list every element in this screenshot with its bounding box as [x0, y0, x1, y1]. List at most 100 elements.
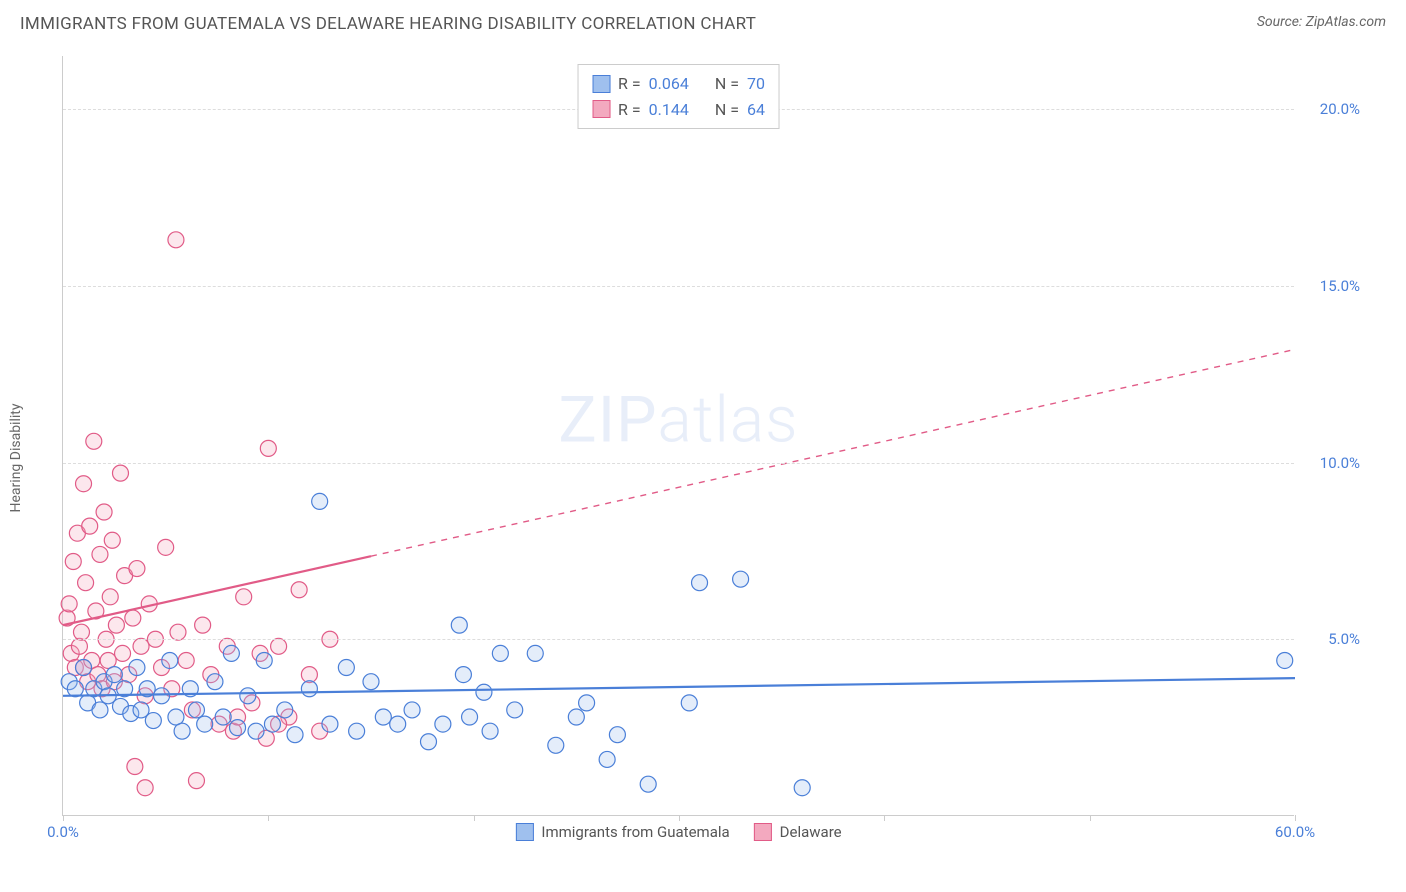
data-point-guatemala [76, 660, 92, 676]
data-point-guatemala [230, 720, 246, 736]
legend-label-delaware: Delaware [780, 823, 842, 841]
data-point-guatemala [568, 709, 584, 725]
data-point-guatemala [462, 709, 478, 725]
data-point-guatemala [197, 716, 213, 732]
x-tick-label: 60.0% [1275, 823, 1315, 841]
x-tick [1090, 815, 1091, 821]
data-point-delaware [104, 532, 120, 548]
swatch-guatemala-bottom [515, 823, 533, 841]
plot-area: ZIPatlas R = 0.064 N = 70 R = 0.144 N = … [62, 56, 1294, 816]
data-point-delaware [137, 780, 153, 796]
data-point-guatemala [1277, 652, 1293, 668]
y-tick-label: 10.0% [1320, 454, 1360, 472]
data-point-guatemala [404, 702, 420, 718]
data-point-guatemala [435, 716, 451, 732]
legend-row-delaware: R = 0.144 N = 64 [592, 97, 765, 123]
gridline [63, 639, 1294, 640]
source-label: Source: ZipAtlas.com [1257, 14, 1386, 30]
data-point-delaware [86, 433, 102, 449]
data-point-guatemala [733, 571, 749, 587]
data-point-guatemala [188, 702, 204, 718]
x-tick [679, 815, 680, 821]
data-point-delaware [65, 553, 81, 569]
y-axis-label: Hearing Disability [8, 404, 24, 513]
data-point-guatemala [338, 660, 354, 676]
legend-correlation-box: R = 0.064 N = 70 R = 0.144 N = 64 [577, 64, 780, 129]
data-point-delaware [92, 546, 108, 562]
x-tick-label: 0.0% [47, 823, 79, 841]
x-tick [474, 815, 475, 821]
data-point-guatemala [681, 695, 697, 711]
data-point-delaware [236, 589, 252, 605]
data-point-guatemala [507, 702, 523, 718]
data-point-delaware [71, 638, 87, 654]
data-point-guatemala [154, 688, 170, 704]
data-point-guatemala [579, 695, 595, 711]
data-point-guatemala [476, 684, 492, 700]
data-point-delaware [188, 773, 204, 789]
data-point-delaware [291, 582, 307, 598]
data-point-guatemala [129, 660, 145, 676]
swatch-delaware [592, 100, 610, 118]
data-point-delaware [178, 652, 194, 668]
data-point-guatemala [312, 493, 328, 509]
data-point-guatemala [207, 674, 223, 690]
data-point-delaware [129, 561, 145, 577]
swatch-delaware-bottom [754, 823, 772, 841]
data-point-guatemala [92, 702, 108, 718]
gridline [63, 463, 1294, 464]
data-point-guatemala [482, 723, 498, 739]
x-tick [63, 815, 64, 821]
data-point-delaware [78, 575, 94, 591]
n-label: N = [715, 97, 739, 123]
legend-bottom: Immigrants from Guatemala Delaware [515, 823, 841, 841]
legend-row-guatemala: R = 0.064 N = 70 [592, 71, 765, 97]
data-point-guatemala [301, 681, 317, 697]
r-value-delaware: 0.144 [649, 97, 689, 123]
x-tick [884, 815, 885, 821]
data-point-delaware [108, 617, 124, 633]
data-point-guatemala [349, 723, 365, 739]
data-point-delaware [133, 638, 149, 654]
trendline-guatemala [63, 678, 1295, 696]
swatch-guatemala [592, 75, 610, 93]
legend-item-delaware: Delaware [754, 823, 842, 841]
data-point-guatemala [451, 617, 467, 633]
data-point-guatemala [240, 688, 256, 704]
data-point-delaware [168, 232, 184, 248]
data-point-guatemala [256, 652, 272, 668]
data-point-guatemala [599, 751, 615, 767]
data-point-guatemala [248, 723, 264, 739]
data-point-delaware [73, 624, 89, 640]
data-point-delaware [260, 440, 276, 456]
chart-title: IMMIGRANTS FROM GUATEMALA VS DELAWARE HE… [20, 14, 756, 34]
data-point-guatemala [215, 709, 231, 725]
data-point-guatemala [223, 645, 239, 661]
data-point-guatemala [174, 723, 190, 739]
data-point-guatemala [692, 575, 708, 591]
data-point-delaware [102, 589, 118, 605]
data-point-guatemala [640, 776, 656, 792]
trendline-dashed-delaware [371, 349, 1295, 556]
plot-svg [63, 56, 1294, 815]
data-point-guatemala [67, 681, 83, 697]
header-row: IMMIGRANTS FROM GUATEMALA VS DELAWARE HE… [0, 0, 1406, 40]
data-point-delaware [115, 645, 131, 661]
n-label: N = [715, 71, 739, 97]
data-point-delaware [82, 518, 98, 534]
y-tick-label: 20.0% [1320, 100, 1360, 118]
r-label: R = [618, 97, 641, 123]
data-point-delaware [127, 759, 143, 775]
data-point-guatemala [145, 713, 161, 729]
legend-item-guatemala: Immigrants from Guatemala [515, 823, 729, 841]
chart-container: Hearing Disability ZIPatlas R = 0.064 N … [20, 48, 1386, 868]
data-point-delaware [76, 476, 92, 492]
data-point-guatemala [287, 727, 303, 743]
data-point-guatemala [609, 727, 625, 743]
data-point-guatemala [794, 780, 810, 796]
n-value-delaware: 64 [747, 97, 765, 123]
data-point-guatemala [390, 716, 406, 732]
r-label: R = [618, 71, 641, 97]
legend-label-guatemala: Immigrants from Guatemala [541, 823, 729, 841]
data-point-guatemala [162, 652, 178, 668]
